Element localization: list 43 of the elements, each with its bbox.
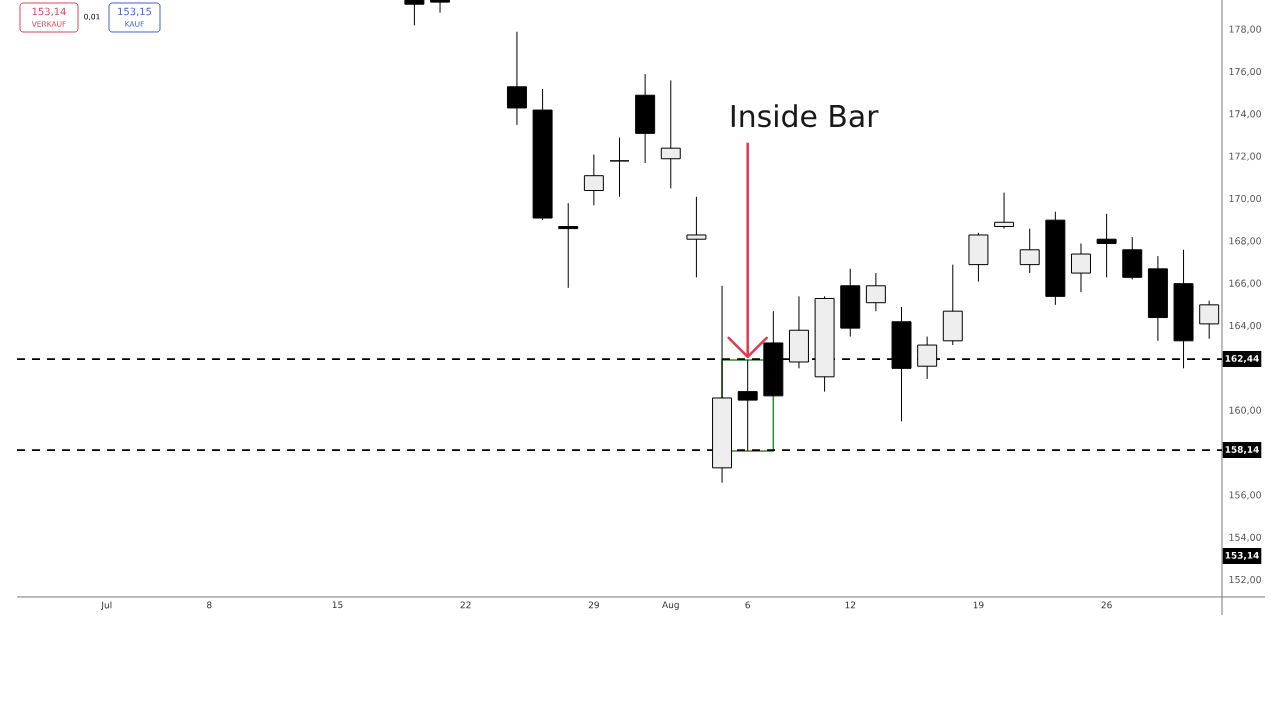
y-tick-label: 160,00 — [1229, 406, 1261, 415]
y-tick-label: 172,00 — [1229, 152, 1261, 161]
candlestick — [430, 0, 451, 14]
x-tick-label: 6 — [745, 601, 750, 609]
candlestick — [1019, 228, 1040, 274]
candlestick — [558, 202, 579, 289]
x-tick-label: Jul — [100, 601, 112, 611]
y-tick-label: 178,00 — [1229, 25, 1261, 34]
y-tick-label: 152,00 — [1229, 575, 1261, 585]
x-tick-label: 12 — [845, 601, 856, 609]
y-tick-label: 174,00 — [1229, 110, 1261, 119]
x-tick-label: 22 — [460, 601, 471, 609]
candlestick — [506, 31, 527, 126]
candlestick — [609, 137, 630, 198]
candlestick — [1071, 242, 1091, 293]
y-tick-label: 176,00 — [1229, 67, 1261, 77]
x-tick-label: 19 — [973, 601, 984, 609]
ref-line-label: 162,44 — [1225, 355, 1259, 363]
annotation: Inside Bar — [731, 104, 879, 128]
x-tick-label: 26 — [1101, 601, 1112, 609]
x-tick-label: 29 — [588, 601, 599, 609]
candlestick — [1199, 300, 1220, 340]
candlestick — [865, 272, 886, 312]
x-tick-label: Aug — [662, 601, 679, 610]
candlestick — [686, 196, 707, 278]
ref-line-label: 158,14 — [1225, 446, 1259, 455]
x-tick-label: 15 — [332, 601, 343, 609]
y-tick-label: 156,00 — [1229, 491, 1261, 500]
candlestick — [1096, 213, 1117, 278]
y-tick-label: 168,00 — [1229, 237, 1261, 246]
annotation: 153,15 — [118, 7, 152, 17]
candlestick — [404, 0, 425, 26]
x-tick-label: 8 — [207, 601, 212, 609]
y-tick-label: 166,00 — [1229, 279, 1261, 288]
candlestick — [660, 79, 681, 189]
annotation: 153,14 — [32, 7, 66, 17]
candlestick — [994, 192, 1015, 230]
y-tick-label: 154,00 — [1229, 533, 1261, 542]
candlestick — [737, 359, 758, 452]
y-tick-label: 170,00 — [1229, 194, 1261, 204]
annotation: 153,14 — [1225, 551, 1259, 560]
y-tick-label: 164,00 — [1229, 321, 1261, 331]
candlestick — [583, 154, 604, 206]
